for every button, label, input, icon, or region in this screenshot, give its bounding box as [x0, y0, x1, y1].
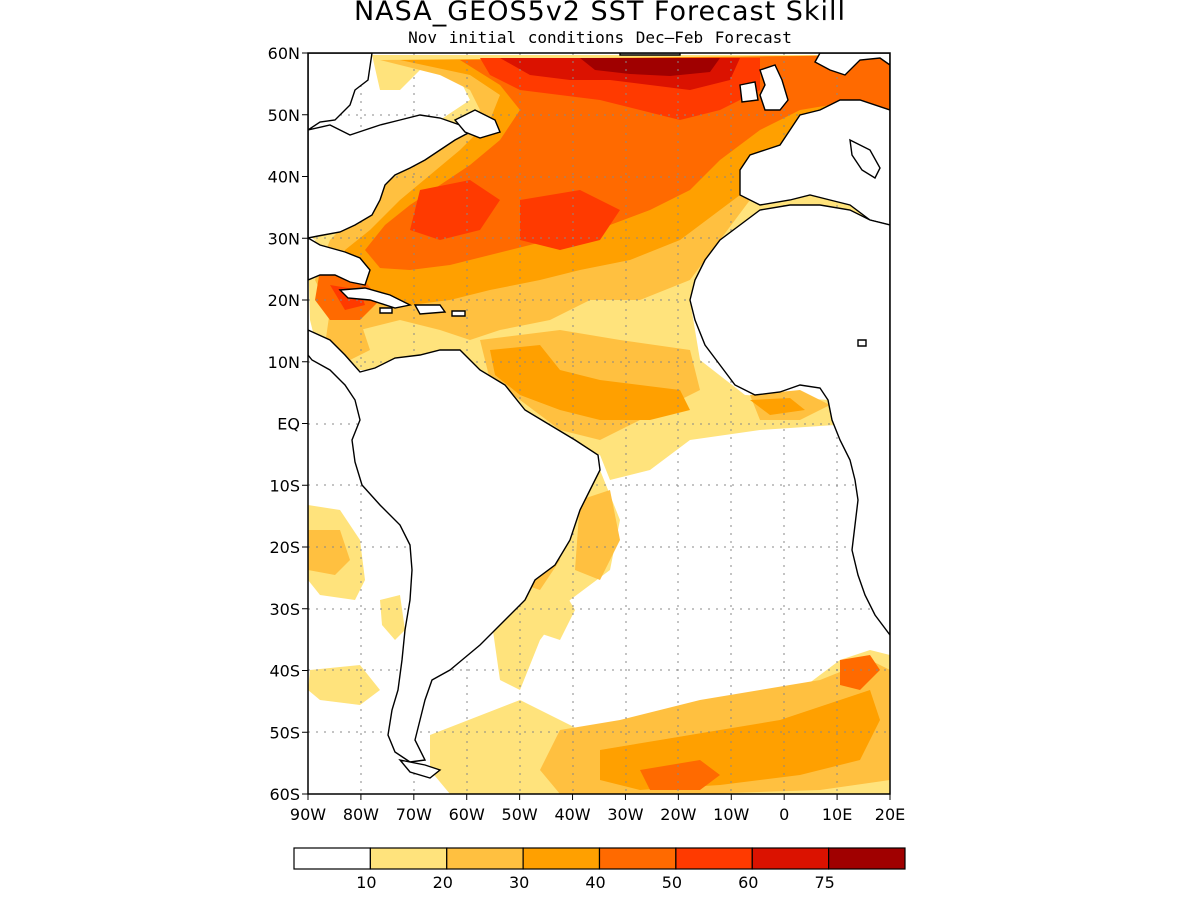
lon-label-80w: 80W — [343, 805, 379, 824]
great-britain — [759, 64, 789, 111]
colorbar-swatch — [675, 847, 753, 870]
lat-label-40n: 40N — [268, 168, 300, 187]
lat-label-40s: 40S — [269, 662, 300, 681]
latitude-labels: 60N 50N 40N 30N 20N 10N EQ 10S 20S 30S 40S 50S 60S — [268, 44, 308, 804]
colorbar-swatch — [598, 847, 677, 870]
lon-label-10e: 10E — [822, 805, 852, 824]
colorbar-label: 75 — [814, 873, 834, 892]
lon-label-0: 0 — [779, 805, 789, 824]
field-midatlantic-blob — [380, 595, 405, 640]
ireland — [739, 81, 759, 103]
lon-label-90w: 90W — [290, 805, 326, 824]
north-america — [308, 53, 472, 239]
lat-label-30s: 30S — [269, 600, 300, 619]
colorbar-label: 20 — [433, 873, 453, 892]
lat-label-50s: 50S — [269, 723, 300, 742]
longitude-labels: 90W 80W 70W 60W 50W 40W 30W 20W 10W 0 10E 20E — [290, 794, 905, 824]
colorbar-label: 60 — [738, 873, 758, 892]
lat-label-eq: EQ — [277, 415, 300, 434]
map-subtitle: Nov initial conditions Dec–Feb Forecast — [408, 28, 792, 47]
lat-label-20n: 20N — [268, 291, 300, 310]
africa — [689, 204, 890, 637]
skill-field — [308, 55, 890, 794]
tierra-del-fuego — [398, 758, 442, 779]
europe — [739, 53, 890, 226]
jamaica — [379, 307, 393, 314]
lat-label-60s: 60S — [269, 785, 300, 804]
lat-label-50n: 50N — [268, 106, 300, 125]
colorbar-label: 50 — [662, 873, 682, 892]
florida-gulf — [308, 237, 371, 286]
canary-islands — [857, 339, 867, 347]
colorbar-swatch — [828, 847, 906, 870]
field-southwest-blob — [308, 665, 380, 705]
colorbar-label: 30 — [509, 873, 529, 892]
map-title: NASA_GEOS5v2 SST Forecast Skill — [353, 0, 847, 27]
colorbar-swatch — [446, 847, 524, 870]
south-america — [308, 329, 601, 763]
lat-label-20s: 20S — [269, 538, 300, 557]
lat-label-10s: 10S — [269, 476, 300, 495]
lon-label-40w: 40W — [554, 805, 590, 824]
colorbar-swatch — [751, 847, 830, 870]
puerto-rico — [451, 310, 466, 317]
colorbar-label: 40 — [585, 873, 605, 892]
colorbar-swatch — [293, 847, 371, 870]
lat-label-60n: 60N — [268, 44, 300, 63]
lon-label-30w: 30W — [607, 805, 643, 824]
colorbar-label: 10 — [356, 873, 376, 892]
lon-label-50w: 50W — [502, 805, 538, 824]
lat-label-30n: 30N — [268, 229, 300, 248]
lat-label-10n: 10N — [268, 353, 300, 372]
lon-label-10w: 10W — [713, 805, 749, 824]
colorbar: 10 20 30 40 50 60 75 — [293, 847, 906, 892]
lon-label-20w: 20W — [660, 805, 696, 824]
colorbar-swatch — [522, 847, 601, 870]
colorbar-swatch — [369, 847, 448, 870]
newfoundland — [453, 109, 501, 139]
hispaniola — [413, 304, 447, 315]
continents — [308, 53, 890, 779]
lon-label-20e: 20E — [875, 805, 905, 824]
lon-label-70w: 70W — [396, 805, 432, 824]
italy — [849, 138, 881, 179]
cuba — [338, 287, 413, 309]
field-south-blob — [520, 585, 575, 640]
lon-label-60w: 60W — [449, 805, 485, 824]
